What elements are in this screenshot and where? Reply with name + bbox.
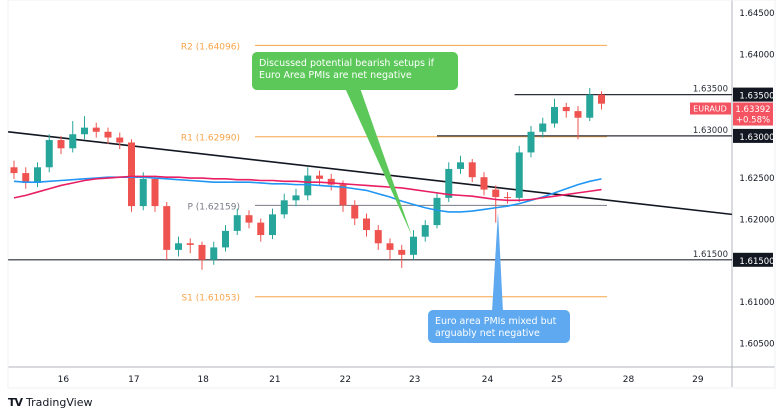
price-tick: 1.60500	[739, 339, 774, 349]
level-price-label: 1.63000	[693, 126, 728, 136]
candle-body	[363, 218, 370, 231]
candle-body	[515, 152, 523, 198]
level-price-badge	[733, 128, 773, 143]
level-price-badge	[733, 87, 773, 102]
moving-average-pink	[13, 175, 602, 202]
time-tick: 21	[269, 375, 280, 385]
candle-body	[598, 94, 605, 104]
price-tick: 1.62500	[739, 174, 774, 184]
time-tick: 29	[692, 375, 704, 385]
price-tick: 1.64500	[739, 9, 774, 19]
candle-body	[527, 131, 535, 153]
price-tick: 1.62000	[739, 216, 774, 226]
callout-box	[252, 52, 458, 90]
candle-body	[175, 243, 182, 250]
candle-body	[410, 236, 417, 255]
time-tick: 18	[197, 375, 209, 385]
brand-label: TradingView	[26, 396, 93, 409]
candle-body	[280, 200, 288, 215]
candle-body	[269, 214, 276, 236]
pivot-label: S1 (1.61053)	[181, 294, 240, 304]
callout-pointer	[345, 88, 412, 236]
price-tick: 1.61000	[739, 298, 774, 308]
chart-border	[7, 0, 776, 389]
candle-body	[151, 178, 159, 207]
callout-pointer	[492, 212, 503, 312]
time-tick: 17	[128, 375, 139, 385]
candle-body	[351, 205, 359, 219]
candle-body	[468, 162, 476, 178]
candle-body	[374, 230, 382, 244]
candle-body	[81, 127, 88, 135]
candle-body	[257, 222, 265, 236]
tradingview-brand[interactable]: TV TradingView	[8, 396, 93, 409]
price-chart[interactable]: R2 (1.64096) R1 (1.62990) P (1.62159) S1 (1…	[0, 0, 780, 396]
candle-body	[386, 243, 394, 250]
candle-body	[327, 178, 335, 185]
candle-body	[45, 140, 53, 168]
time-tick: 23	[409, 375, 420, 385]
candle-body	[398, 249, 406, 255]
price-tick: 1.63000	[739, 133, 774, 143]
candle-body	[10, 167, 18, 174]
candle-body	[57, 140, 65, 149]
price-tick: 1.61500	[739, 257, 774, 267]
time-tick: 24	[482, 375, 494, 385]
candle-body	[457, 162, 464, 169]
last-price-badge	[733, 102, 773, 126]
price-tick: 1.63500	[739, 92, 774, 102]
candle-body	[245, 215, 253, 223]
candle-body	[163, 206, 171, 250]
candle-body	[304, 175, 312, 196]
callout-text: Euro area PMIs mixed but arguably net neg…	[435, 316, 557, 339]
callout-box	[428, 310, 570, 343]
level-price-label: 1.63500	[693, 85, 728, 95]
last-price: 1.63392	[735, 105, 770, 115]
candle-body	[22, 173, 30, 183]
tradingview-logo-icon: TV	[8, 396, 23, 409]
candle-body	[480, 177, 488, 190]
candle-body	[186, 243, 194, 245]
time-tick: 25	[551, 375, 562, 385]
candle-body	[316, 175, 323, 179]
level-price-badge	[733, 252, 773, 267]
candle-body	[445, 168, 453, 198]
callout-text: Discussed potential bearish setups if Eur…	[259, 58, 435, 81]
price-change: +0.58%	[736, 116, 770, 126]
candle-body	[586, 94, 594, 118]
candle-body	[492, 189, 500, 198]
candle-body	[128, 142, 135, 207]
candle-body	[292, 195, 300, 201]
candle-body	[92, 127, 100, 132]
candle-body	[233, 215, 241, 231]
pivot-label: R2 (1.64096)	[181, 42, 240, 52]
candle-body	[551, 106, 558, 124]
candle-body	[222, 230, 229, 248]
candle-body	[539, 123, 547, 132]
candle-body	[421, 225, 429, 237]
candle-body	[104, 131, 112, 138]
candle-body	[69, 134, 77, 149]
pivot-label: R1 (1.62990)	[181, 134, 240, 144]
candle-body	[210, 247, 218, 260]
level-price-label: 1.61500	[693, 250, 728, 260]
time-tick: 16	[58, 375, 70, 385]
symbol-label: EURAUD	[693, 105, 727, 114]
pivot-label: P (1.62159)	[187, 202, 240, 212]
time-tick: 28	[623, 375, 635, 385]
candle-body	[504, 197, 511, 199]
candle-body	[198, 244, 206, 260]
candle-body	[433, 197, 441, 226]
candle-body	[574, 111, 582, 118]
candle-body	[139, 178, 147, 207]
candle-body	[116, 137, 124, 143]
candle-body	[34, 167, 41, 183]
price-tick: 1.64000	[739, 50, 774, 60]
symbol-badge	[690, 102, 731, 115]
time-tick: 22	[340, 375, 351, 385]
candle-body	[562, 106, 570, 112]
candle-body	[339, 184, 347, 206]
